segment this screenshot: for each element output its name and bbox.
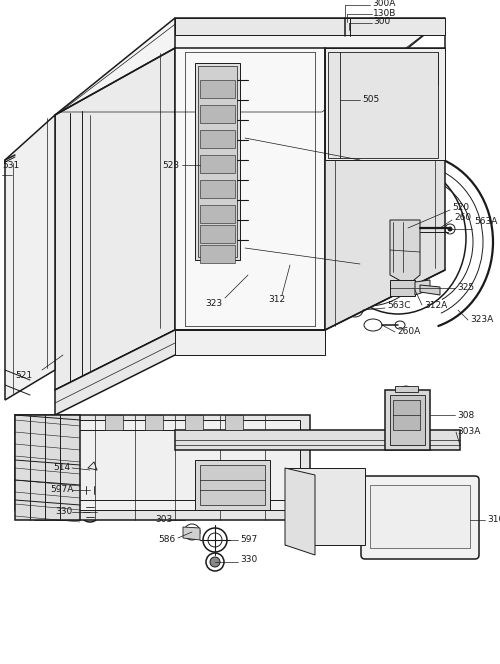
Polygon shape	[55, 330, 325, 415]
Text: 312A: 312A	[424, 301, 448, 309]
Polygon shape	[175, 48, 325, 330]
Polygon shape	[390, 280, 415, 296]
Polygon shape	[195, 460, 270, 510]
Polygon shape	[385, 390, 430, 450]
Text: 308: 308	[457, 410, 474, 420]
Text: 260: 260	[454, 214, 471, 222]
Ellipse shape	[210, 557, 220, 567]
Text: 330: 330	[240, 556, 257, 564]
Polygon shape	[325, 48, 445, 160]
Polygon shape	[200, 245, 235, 263]
Text: 563C: 563C	[387, 301, 410, 311]
Polygon shape	[15, 415, 310, 520]
Polygon shape	[185, 415, 203, 430]
Polygon shape	[200, 130, 235, 148]
Text: 312: 312	[268, 295, 285, 305]
Polygon shape	[200, 180, 235, 198]
Text: 300A: 300A	[372, 0, 396, 9]
Polygon shape	[55, 18, 445, 115]
Text: 323A: 323A	[470, 315, 493, 325]
Text: 260A: 260A	[397, 327, 420, 337]
Polygon shape	[183, 527, 200, 540]
Text: 303: 303	[155, 515, 172, 525]
Ellipse shape	[208, 149, 288, 235]
Polygon shape	[200, 205, 235, 223]
Polygon shape	[145, 415, 163, 430]
Polygon shape	[25, 420, 300, 510]
Text: 303A: 303A	[457, 428, 480, 436]
Text: 521: 521	[15, 371, 32, 380]
Polygon shape	[198, 66, 237, 257]
Polygon shape	[285, 468, 315, 555]
Polygon shape	[200, 465, 265, 505]
Text: 505: 505	[362, 96, 380, 104]
Polygon shape	[393, 400, 420, 430]
Text: 325: 325	[457, 284, 474, 293]
Text: 514: 514	[53, 463, 70, 473]
FancyBboxPatch shape	[361, 476, 479, 559]
Polygon shape	[420, 285, 440, 295]
Polygon shape	[285, 468, 365, 545]
Text: 586: 586	[158, 535, 176, 544]
Polygon shape	[105, 415, 123, 430]
Text: 310: 310	[487, 515, 500, 525]
Polygon shape	[175, 430, 460, 450]
Polygon shape	[415, 280, 430, 295]
Text: 523: 523	[162, 161, 179, 169]
Polygon shape	[175, 330, 325, 355]
Polygon shape	[395, 386, 418, 392]
Polygon shape	[200, 155, 235, 173]
Polygon shape	[325, 48, 445, 330]
Polygon shape	[390, 220, 420, 285]
Text: 130B: 130B	[373, 9, 396, 17]
Polygon shape	[15, 415, 80, 520]
Text: 520: 520	[452, 203, 469, 212]
Text: 531: 531	[2, 161, 19, 169]
Text: 597A: 597A	[50, 485, 74, 495]
Polygon shape	[390, 395, 425, 445]
Polygon shape	[55, 48, 175, 390]
Polygon shape	[225, 415, 243, 430]
Text: 597: 597	[240, 535, 257, 544]
Text: 300: 300	[373, 17, 390, 27]
Polygon shape	[200, 80, 235, 98]
Polygon shape	[200, 225, 235, 243]
Polygon shape	[175, 18, 445, 35]
Polygon shape	[200, 105, 235, 123]
Text: 323: 323	[205, 299, 222, 307]
Polygon shape	[5, 115, 55, 400]
Text: 330: 330	[55, 507, 72, 517]
Ellipse shape	[448, 227, 452, 231]
Text: 563A: 563A	[474, 218, 498, 226]
Polygon shape	[328, 52, 438, 158]
Polygon shape	[370, 485, 470, 548]
Polygon shape	[195, 63, 240, 260]
